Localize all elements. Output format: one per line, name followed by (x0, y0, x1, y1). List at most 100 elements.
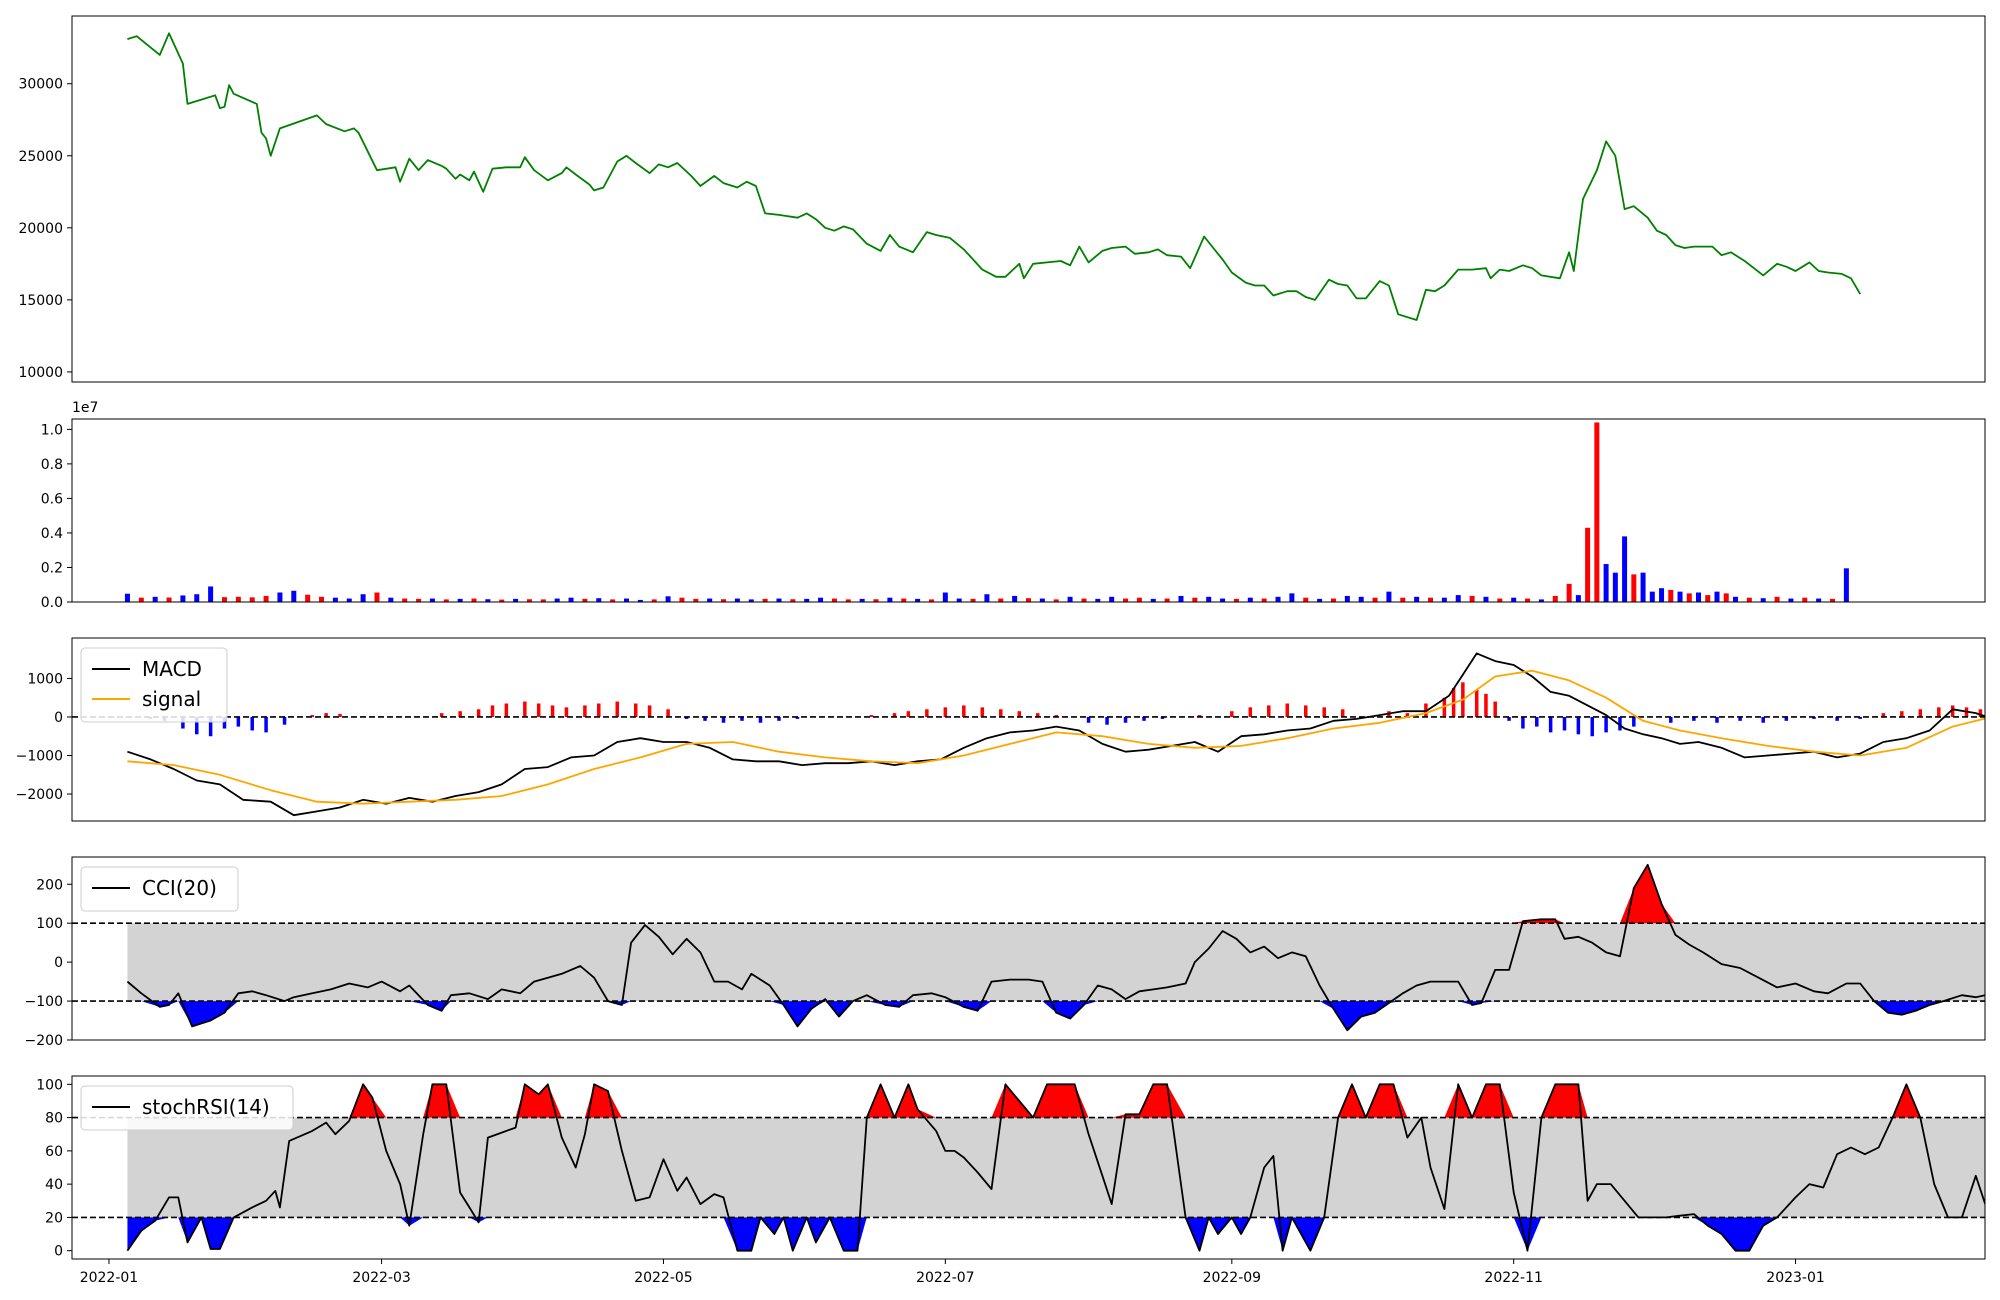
macd-legend-label: MACD (142, 657, 202, 681)
volume-bar (818, 597, 824, 602)
volume-bar (679, 597, 685, 602)
macd-histogram-bar (703, 716, 707, 721)
volume-bar (831, 598, 837, 602)
macd-histogram-bar (1669, 716, 1673, 723)
price-axes-frame (71, 15, 1986, 383)
volume-bar (1668, 589, 1674, 602)
macd-histogram-bar (1142, 716, 1146, 721)
cci-ytick-label: 0 (54, 955, 63, 971)
macd-histogram-bar (1692, 716, 1696, 721)
macd-histogram-bar (1900, 711, 1904, 717)
macd-histogram-bar (236, 716, 241, 727)
volume-bar (138, 597, 144, 602)
volume-bar (1640, 572, 1646, 602)
stochrsi-ytick-label: 40 (45, 1177, 63, 1193)
volume-bar (194, 594, 200, 602)
x-tick-label: 2022-09 (1203, 1270, 1262, 1286)
volume-bar (984, 594, 990, 602)
volume-bar (1603, 564, 1609, 602)
volume-bar (1723, 593, 1729, 602)
macd-histogram-bar (1474, 690, 1479, 717)
macd-histogram-bar (647, 705, 652, 717)
volume-bar (291, 590, 297, 602)
volume-bar (388, 597, 394, 602)
macd-histogram-bar (1978, 709, 1983, 717)
volume-bar (956, 598, 962, 602)
cci-legend-label: CCI(20) (142, 876, 217, 900)
cci-axes-frame (71, 856, 1986, 1041)
volume-bar (332, 597, 338, 602)
volume-bar (1843, 568, 1849, 602)
cci-ytick-label: 100 (36, 916, 63, 932)
stochrsi-ytick-label: 0 (54, 1244, 63, 1260)
volume-bar (457, 598, 463, 602)
macd-histogram-bar (1322, 707, 1326, 717)
stochrsi-axes-frame (71, 1075, 1986, 1260)
macd-histogram-bar (310, 715, 315, 717)
volume-bar (471, 598, 477, 602)
volume-bar (1261, 598, 1267, 602)
volume-bar (942, 592, 948, 602)
volume-bar (1677, 591, 1683, 602)
volume-bar (429, 598, 435, 602)
macd-histogram-bar (1590, 716, 1594, 737)
macd-histogram-bar (1405, 713, 1410, 717)
macd-histogram-bar (721, 716, 726, 723)
volume-panel: 0.0 0.2 0.4 0.6 0.8 1.0 1e7 (41, 400, 1986, 611)
volume-bar (319, 596, 325, 602)
price-ytick-label: 30000 (18, 77, 63, 93)
volume-bar (873, 599, 879, 602)
volume-bar (637, 599, 643, 602)
macd-histogram-bar (550, 705, 555, 717)
volume-bar (1039, 598, 1045, 602)
volume-bar (1622, 536, 1628, 602)
volume-bar (1830, 598, 1836, 602)
signal-line (127, 669, 1985, 805)
stochrsi-legend: stochRSI(14) (80, 1085, 294, 1131)
macd-histogram-bar (264, 716, 268, 733)
cci-oversold-fill (127, 1001, 1985, 1031)
macd-ytick-label: −2000 (16, 787, 63, 803)
volume-bar (998, 598, 1004, 602)
macd-histogram-bar (597, 703, 601, 717)
volume-bar (1136, 597, 1142, 602)
stochrsi-ytick-label: 60 (45, 1144, 63, 1160)
price-plot-area (127, 32, 1861, 321)
cci-plot-area (72, 863, 1985, 1032)
macd-histogram-bar (1918, 709, 1923, 717)
volume-bar (1095, 598, 1101, 602)
volume-bar (221, 597, 227, 602)
macd-histogram-bar (1493, 701, 1497, 717)
macd-histogram-bar (1267, 705, 1271, 717)
volume-bar (707, 598, 713, 602)
macd-histogram-bar (1812, 716, 1816, 719)
volume-bar (180, 595, 186, 602)
macd-legend-box (80, 647, 228, 723)
macd-panel: −2000 −1000 0 1000 MACD signal (16, 637, 1986, 822)
volume-bar (1289, 593, 1295, 602)
volume-bar (1732, 596, 1738, 602)
volume-bar (693, 598, 699, 602)
volume-bar (623, 598, 629, 602)
macd-histogram-bar (1521, 716, 1525, 729)
volume-bar (1275, 596, 1281, 602)
stochrsi-legend-label: stochRSI(14) (142, 1095, 270, 1119)
macd-histogram-bar (1017, 711, 1022, 717)
volume-bar (374, 592, 380, 602)
volume-bar (1233, 598, 1239, 602)
volume-bar (1317, 598, 1323, 602)
volume-bar (1192, 597, 1198, 602)
macd-legend: MACD signal (80, 647, 228, 723)
x-tick-label: 2022-01 (80, 1270, 139, 1286)
macd-histogram-bar (684, 716, 689, 719)
price-ytick-label: 25000 (18, 149, 63, 165)
volume-bar (1649, 591, 1655, 602)
volume-bar (166, 597, 172, 602)
macd-histogram-bar (439, 713, 444, 717)
volume-bar (776, 598, 782, 602)
volume-bar (1552, 595, 1558, 602)
volume-bar (610, 599, 616, 602)
volume-bar (1538, 599, 1544, 602)
volume-bar (1178, 595, 1184, 602)
macd-histogram-bar (338, 713, 342, 717)
